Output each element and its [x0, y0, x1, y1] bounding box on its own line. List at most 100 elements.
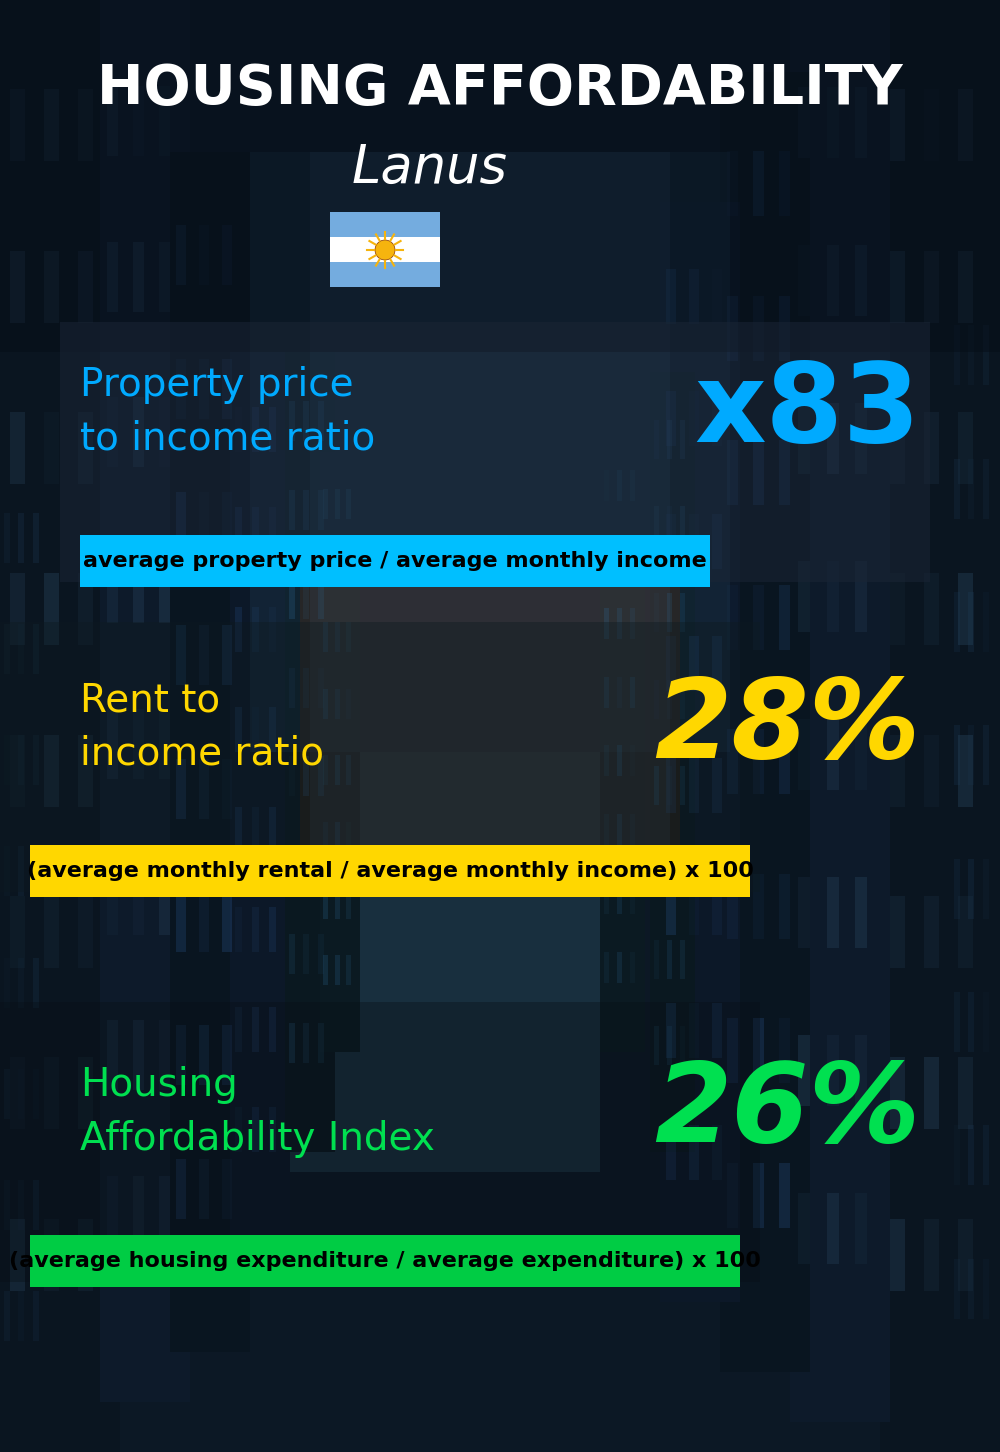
Bar	[269, 1106, 276, 1151]
Bar	[666, 758, 676, 813]
Bar	[630, 539, 635, 569]
Bar	[269, 807, 276, 852]
Bar	[176, 359, 186, 418]
Bar	[107, 1176, 118, 1246]
Bar	[630, 608, 635, 639]
Bar	[958, 574, 973, 645]
Bar	[346, 822, 351, 852]
Bar	[44, 412, 59, 484]
Bar	[230, 351, 290, 1252]
Bar	[323, 955, 328, 986]
Bar	[958, 1218, 973, 1291]
Bar	[968, 325, 974, 385]
Bar	[958, 1057, 973, 1130]
Bar	[680, 592, 685, 632]
Bar	[712, 1002, 722, 1057]
Bar	[798, 245, 810, 317]
Bar	[617, 815, 622, 845]
Bar	[289, 756, 295, 797]
Text: x83: x83	[694, 359, 920, 466]
Bar	[33, 847, 39, 896]
Bar	[30, 845, 750, 897]
Bar	[798, 404, 810, 473]
Bar	[712, 514, 722, 569]
Bar	[924, 90, 939, 161]
Bar	[318, 756, 324, 797]
Bar	[289, 401, 295, 441]
Bar	[78, 896, 93, 968]
Bar	[667, 592, 672, 632]
Bar	[10, 735, 25, 807]
Bar	[667, 1027, 672, 1066]
Bar	[159, 398, 170, 468]
Bar	[727, 585, 738, 650]
Bar	[727, 874, 738, 938]
Bar	[667, 420, 672, 459]
Bar	[983, 592, 989, 652]
Bar	[630, 815, 635, 845]
Bar	[133, 1176, 144, 1246]
Bar	[689, 636, 699, 691]
Bar	[666, 636, 676, 691]
Bar	[335, 489, 340, 518]
Bar	[252, 707, 259, 752]
Bar	[954, 1125, 960, 1185]
Bar	[133, 86, 144, 155]
Bar	[18, 513, 24, 563]
Bar	[890, 1057, 905, 1130]
Bar	[159, 709, 170, 778]
Bar	[798, 87, 810, 158]
Bar	[680, 852, 685, 892]
Bar	[289, 1024, 295, 1063]
Bar	[617, 883, 622, 915]
Bar	[303, 845, 309, 886]
Bar	[855, 87, 867, 158]
Bar	[252, 607, 259, 652]
Bar	[798, 1194, 810, 1265]
Bar	[199, 225, 209, 286]
Bar	[235, 1106, 242, 1151]
Text: (average monthly rental / average monthly income) x 100: (average monthly rental / average monthl…	[27, 861, 753, 881]
Bar	[346, 621, 351, 652]
Bar	[720, 73, 810, 1372]
Bar	[604, 815, 609, 845]
Bar	[0, 0, 120, 1452]
Bar	[222, 1159, 232, 1218]
Bar	[252, 908, 259, 953]
Bar	[654, 852, 659, 892]
Bar	[779, 440, 790, 505]
Bar	[159, 865, 170, 935]
Bar	[712, 392, 722, 446]
Bar	[983, 858, 989, 919]
Bar	[44, 1218, 59, 1291]
Bar	[654, 420, 659, 459]
Bar	[779, 874, 790, 938]
Bar	[779, 729, 790, 794]
Bar	[78, 1057, 93, 1130]
Bar	[323, 822, 328, 852]
Bar	[666, 514, 676, 569]
Bar	[199, 892, 209, 953]
Bar	[727, 729, 738, 794]
Bar	[968, 1259, 974, 1318]
Bar	[827, 1035, 839, 1106]
Bar	[983, 325, 989, 385]
Bar	[250, 152, 730, 752]
Bar	[954, 992, 960, 1053]
Bar	[133, 709, 144, 778]
Bar	[33, 957, 39, 1008]
Bar	[18, 624, 24, 674]
Bar	[604, 470, 609, 501]
Bar	[18, 1180, 24, 1230]
Bar	[269, 407, 276, 452]
Bar	[269, 507, 276, 552]
Bar	[335, 822, 340, 852]
Bar	[798, 877, 810, 948]
Bar	[798, 560, 810, 632]
Bar	[855, 245, 867, 317]
Bar	[235, 507, 242, 552]
Bar	[654, 680, 659, 719]
Bar	[18, 735, 24, 786]
Bar	[660, 202, 740, 1302]
Bar	[617, 677, 622, 707]
